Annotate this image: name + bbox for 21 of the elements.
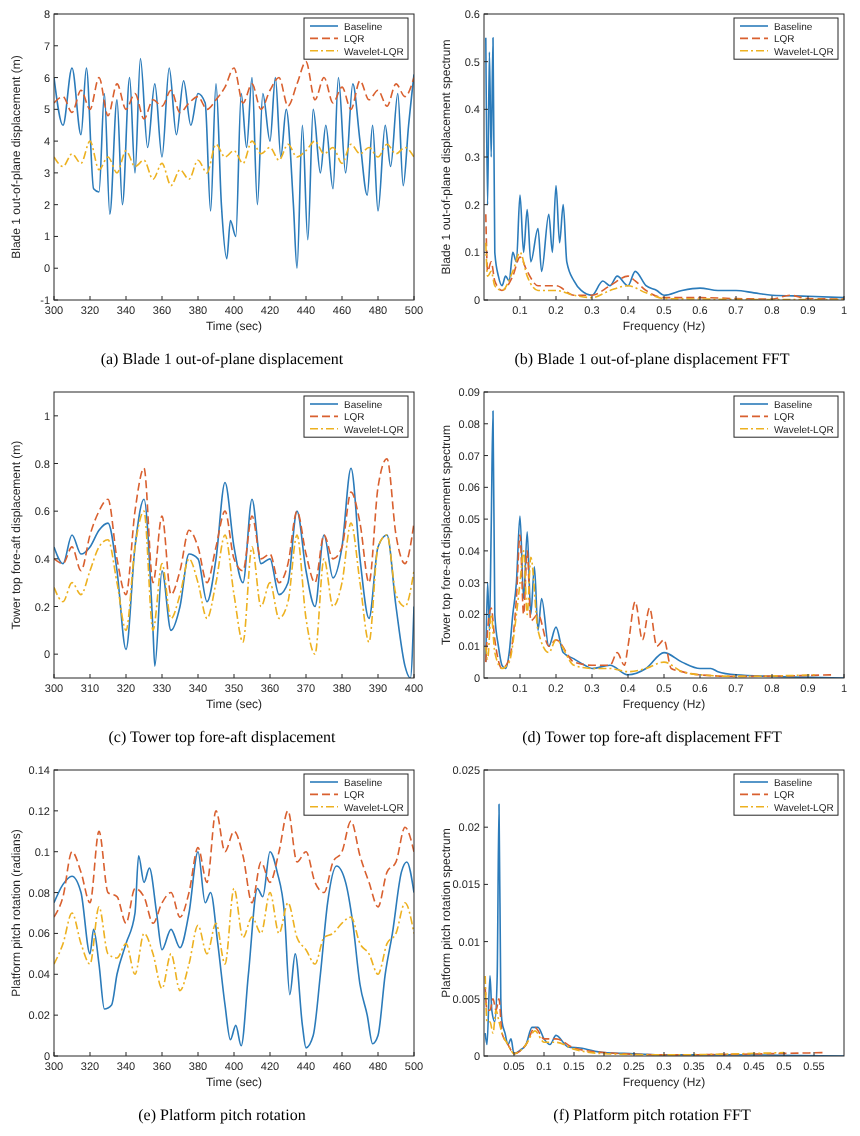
line-series — [54, 57, 414, 270]
text: (f) Platform pitch rotation FFT — [553, 1106, 751, 1124]
line-series — [485, 550, 816, 678]
line-series — [485, 37, 844, 299]
text: (c) Tower top fore-aft displacement — [108, 728, 338, 746]
line-series — [54, 467, 414, 678]
text: (a) Blade 1 out-of-plane displacement — [100, 350, 345, 368]
line-series — [484, 986, 827, 1056]
line-series — [54, 510, 414, 655]
line-series — [54, 887, 414, 992]
text: (e) Platform pitch rotation — [138, 1106, 306, 1124]
line-series — [54, 810, 414, 925]
line-series — [54, 457, 414, 596]
line-series — [54, 140, 414, 187]
line-series — [54, 850, 414, 1049]
line-series — [54, 60, 414, 120]
line-series — [485, 213, 844, 300]
line-series — [485, 534, 834, 678]
text: (d) Tower top fore-aft displacement FFT — [522, 728, 782, 746]
text: (b) Blade 1 out-of-plane displacement FFT — [514, 350, 790, 368]
line-series — [484, 975, 785, 1056]
